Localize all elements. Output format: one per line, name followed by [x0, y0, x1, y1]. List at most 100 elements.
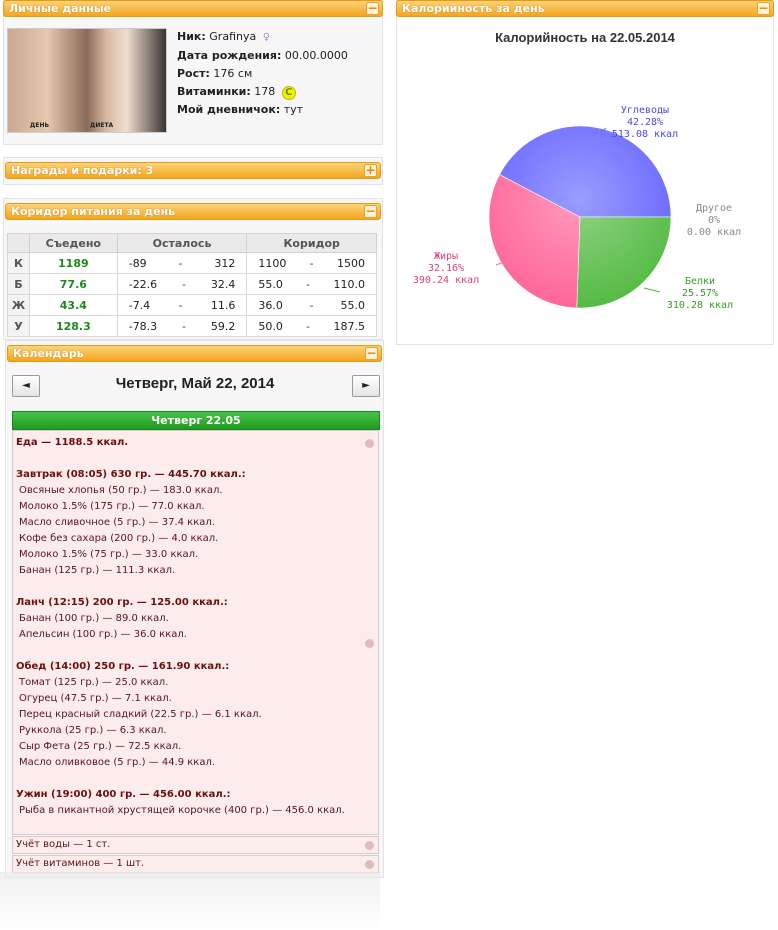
personal-header-title: Личные данные: [9, 2, 112, 15]
corridor-min: 50.0: [258, 319, 283, 333]
row-label: Б: [7, 273, 30, 295]
corridor-min: 36.0: [258, 298, 283, 312]
corridor-min: 55.0: [258, 277, 283, 291]
pie-label-fat-name: Жиры: [434, 251, 458, 262]
pie-leader-protein: [643, 287, 661, 293]
personal-header[interactable]: Личные данные −: [3, 0, 383, 17]
corridor-header[interactable]: Коридор питания за день −: [5, 203, 381, 220]
photo-caption-day: ДЕНЬ: [30, 122, 50, 129]
eaten-value: 43.4: [28, 294, 118, 316]
dash: -: [178, 298, 183, 312]
awards-panel: Награды и подарки: 3 +: [3, 157, 383, 185]
remaining-max: 59.2: [210, 319, 236, 333]
pie-label-fat-kcal: 390.24 ккал: [413, 275, 479, 286]
list-item: Банан (100 гр.) — 89.0 ккал.: [19, 613, 169, 624]
meal-title[interactable]: Ланч (12:15) 200 гр. — 125.00 ккал.:: [16, 597, 228, 608]
corridor-cell: 55.0 - 110.0: [246, 273, 377, 295]
list-item: Масло оливковое (5 гр.) — 44.9 ккал.: [19, 757, 216, 768]
dash: -: [178, 256, 183, 270]
nick-value[interactable]: Grafinya: [209, 30, 257, 43]
list-item: Масло сливочное (5 гр.) — 37.4 ккал.: [19, 517, 215, 528]
dash: -: [182, 277, 186, 291]
calendar-header-title: Календарь: [13, 347, 84, 360]
dash: -: [309, 256, 314, 270]
expand-dot-icon[interactable]: [365, 439, 374, 448]
row-label: К: [7, 252, 30, 274]
list-item: Перец красный сладкий (22.5 гр.) — 6.1 к…: [19, 709, 262, 720]
birth-row: Дата рождения: 00.00.0000: [177, 47, 348, 65]
list-item: Молоко 1.5% (75 гр.) — 33.0 ккал.: [19, 549, 199, 560]
corridor-max: 1500: [337, 256, 365, 270]
pie-label-carbs-name: Углеводы: [621, 105, 669, 116]
table-row: К 1189 -89 - 312 1100 - 1500: [7, 252, 377, 274]
avatar[interactable]: ДЕНЬ ДИЕТА: [7, 28, 167, 133]
water-row[interactable]: Учёт воды — 1 ст.: [12, 836, 379, 854]
collapse-icon[interactable]: −: [365, 346, 378, 360]
expand-dot-icon[interactable]: [365, 639, 374, 648]
expand-icon[interactable]: +: [364, 163, 377, 177]
collapse-icon[interactable]: −: [366, 1, 379, 15]
vitamins-tracking-label: Учёт витаминов — 1 шт.: [16, 858, 145, 869]
bottom-fade: [0, 872, 380, 930]
eaten-value: 128.3: [28, 315, 118, 337]
meal-title[interactable]: Завтрак (08:05) 630 гр. — 445.70 ккал.:: [16, 469, 246, 480]
row-label: Ж: [7, 294, 30, 316]
calendar-header[interactable]: Календарь −: [7, 345, 382, 362]
height-value: 176 см: [213, 67, 253, 80]
remaining-max: 312: [214, 256, 236, 270]
pie-label-protein-name: Белки: [685, 276, 715, 287]
pie-label-other-kcal: 0.00 ккал: [687, 227, 741, 238]
remaining-cell: -22.6 - 32.4: [116, 273, 248, 295]
personal-info: Ник: Grafinya ♀ Дата рождения: 00.00.000…: [177, 28, 348, 119]
corridor-max: 187.5: [333, 319, 366, 333]
pie-label-fat-percent: 32.16%: [428, 263, 464, 274]
row-label: У: [7, 315, 30, 337]
remaining-cell: -7.4 - 11.6: [116, 294, 248, 316]
pie-leader-carbs: [600, 127, 607, 133]
col-header-eaten: Съедено: [28, 233, 118, 253]
corridor-table-header: Съедено Осталось Коридор: [7, 233, 377, 253]
dash: -: [306, 277, 311, 291]
remaining-cell: -89 - 312: [116, 252, 248, 274]
pie-label-other-name: Другое: [696, 203, 732, 214]
vitamins-tracking-row[interactable]: Учёт витаминов — 1 шт.: [12, 855, 379, 873]
day-header[interactable]: Четверг 22.05: [12, 411, 380, 430]
remaining-max: 11.6: [210, 298, 236, 312]
vitamins-label: Витаминки:: [177, 85, 251, 98]
diary-link[interactable]: тут: [283, 103, 304, 116]
awards-header[interactable]: Награды и подарки: 3 +: [5, 162, 381, 179]
meal-title[interactable]: Ужин (19:00) 400 гр. — 456.00 ккал.:: [16, 789, 231, 800]
nick-row: Ник: Grafinya ♀: [177, 28, 348, 47]
female-icon: ♀: [262, 32, 271, 43]
photo-caption-diet: ДИЕТА: [90, 122, 114, 129]
chart-title: Калорийность на 22.05.2014: [495, 30, 675, 45]
list-item: Молоко 1.5% (175 гр.) — 77.0 ккал.: [19, 501, 205, 512]
next-day-button[interactable]: ►: [352, 375, 380, 397]
remaining-min: -7.4: [128, 298, 151, 312]
corridor-max: 110.0: [333, 277, 366, 291]
col-header-corridor: Коридор: [246, 233, 377, 253]
calendar-title: Четверг, Май 22, 2014: [115, 375, 275, 392]
list-item: Руккола (25 гр.) — 6.3 ккал.: [19, 725, 167, 736]
prev-day-button[interactable]: ◄: [12, 375, 40, 397]
collapse-icon[interactable]: −: [757, 1, 770, 15]
corridor-cell: 1100 - 1500: [246, 252, 377, 274]
pie-label-other-percent: 0%: [708, 215, 720, 226]
expand-dot-icon[interactable]: [365, 860, 374, 869]
col-header-empty: [7, 233, 30, 253]
meal-title[interactable]: Обед (14:00) 250 гр. — 161.90 ккал.:: [16, 661, 230, 672]
corridor-max: 55.0: [340, 298, 366, 312]
nick-label: Ник:: [177, 30, 206, 43]
pie-label-carbs-kcal: 513.08 ккал: [612, 129, 678, 140]
expand-dot-icon[interactable]: [365, 841, 374, 850]
vitamin-c-icon[interactable]: C: [281, 86, 296, 100]
list-item: Огурец (47.5 гр.) — 7.1 ккал.: [19, 693, 172, 704]
collapse-icon[interactable]: −: [364, 204, 377, 218]
remaining-max: 32.4: [210, 277, 236, 291]
diary-label: Мой дневничок:: [177, 103, 281, 116]
calories-header[interactable]: Калорийность за день −: [396, 0, 774, 17]
dash: -: [306, 319, 311, 333]
list-item: Банан (125 гр.) — 111.3 ккал.: [19, 565, 176, 576]
pie-label-protein-percent: 25.57%: [682, 288, 718, 299]
